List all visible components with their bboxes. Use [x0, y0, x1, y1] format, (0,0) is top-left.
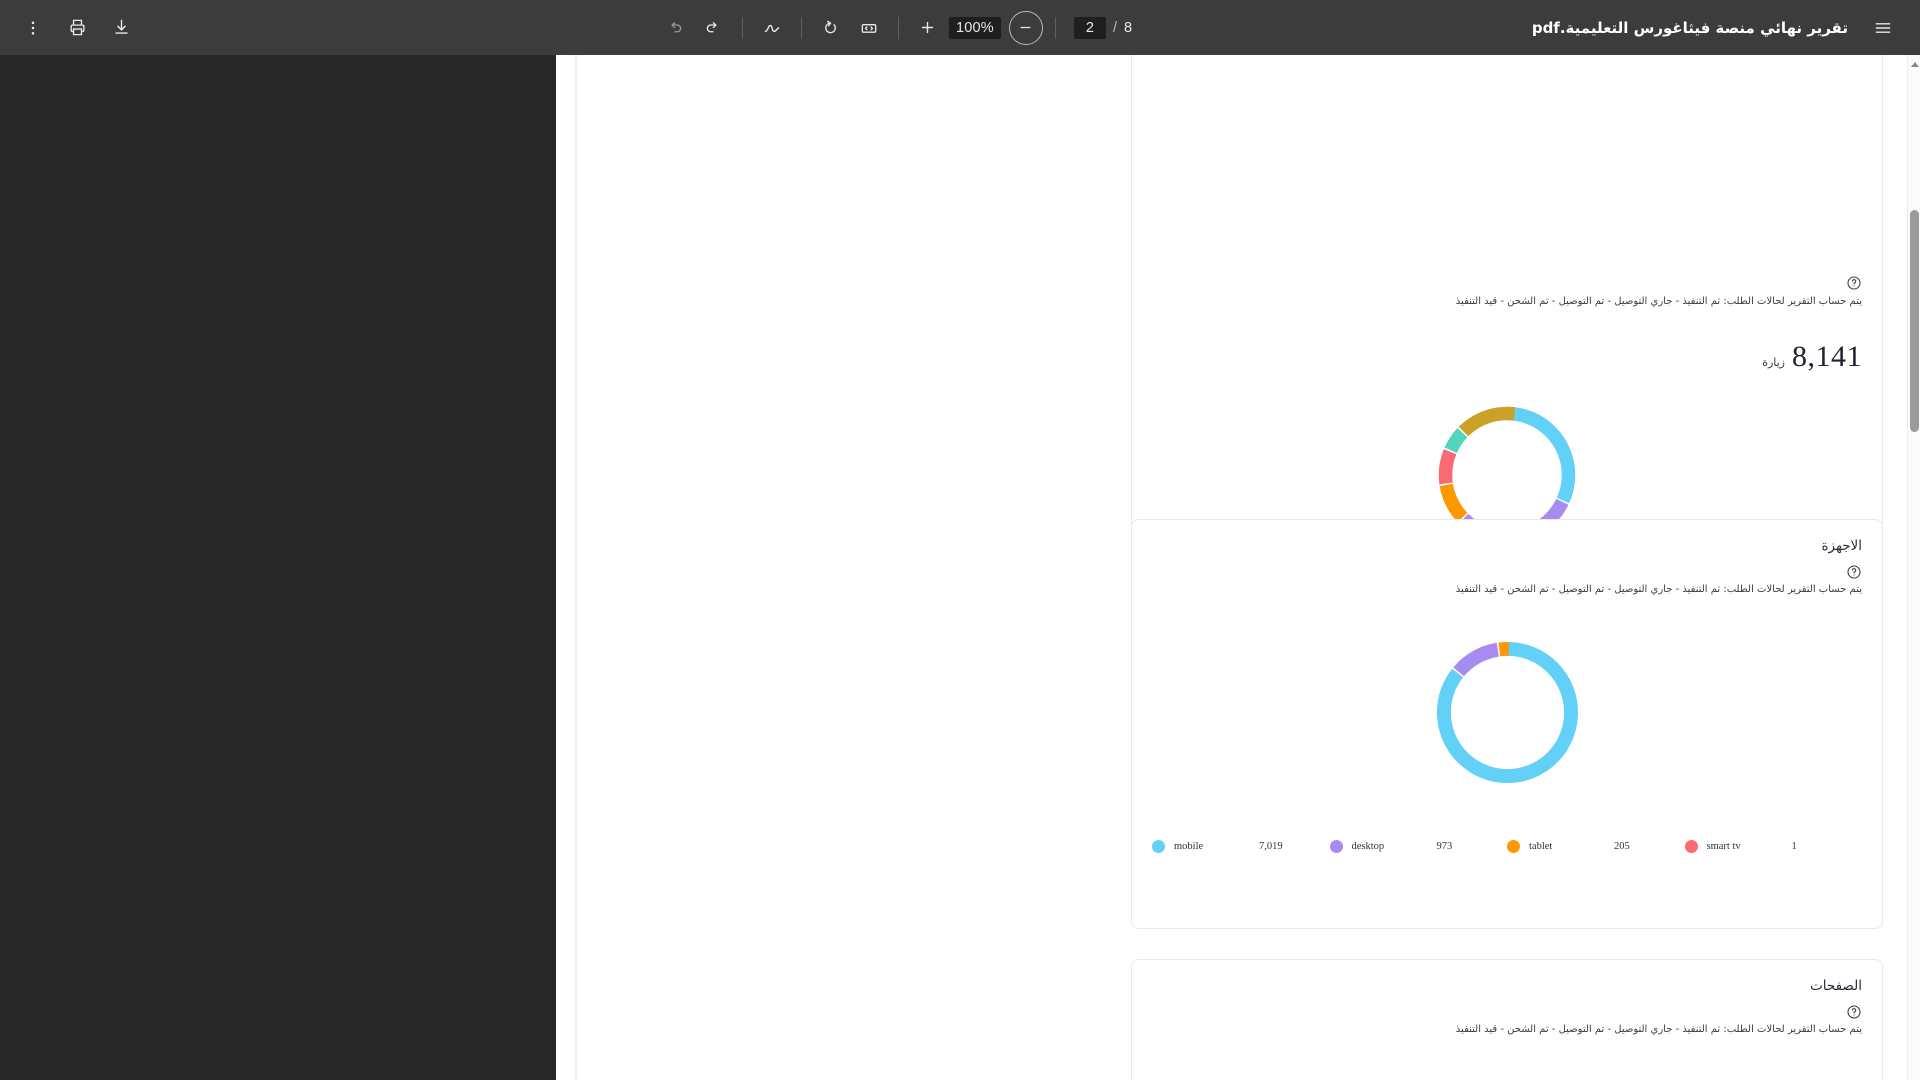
- question-circle-icon: [1847, 565, 1861, 579]
- fit-page-button[interactable]: [852, 11, 886, 45]
- help-icon[interactable]: [1846, 275, 1862, 291]
- rotate-counterclockwise-icon: [825, 20, 837, 34]
- scrollbar-thumb[interactable]: [1910, 210, 1919, 432]
- kebab-menu-button[interactable]: [16, 11, 50, 45]
- document-title: تقرير نهائي منصة فيثاغورس التعليمية.pdf: [1531, 18, 1848, 37]
- pdf-page-2: يتم حساب التقرير لحالات الطلب: تم التنفي…: [556, 55, 1907, 1080]
- ink-signature-button[interactable]: [755, 11, 789, 45]
- pdf-toolbar: 100% 2 / 8 تقرير نهائي منصة فيثاغورس الت…: [0, 0, 1920, 55]
- vertical-scrollbar[interactable]: [1907, 55, 1920, 1080]
- caret-up-icon: [1910, 61, 1919, 67]
- download-button[interactable]: [104, 11, 138, 45]
- report-card-devices: الاجهزة يتم حساب التقرير لحالات الطلب: ت…: [1131, 519, 1883, 929]
- print-button[interactable]: [60, 11, 94, 45]
- legend-label: smart tv: [1706, 841, 1741, 852]
- help-icon[interactable]: [1846, 564, 1862, 580]
- question-circle-icon: [1847, 1005, 1861, 1019]
- devices-donut-svg: [1436, 641, 1578, 784]
- legend-value: 1: [1791, 841, 1797, 852]
- card-description: يتم حساب التقرير لحالات الطلب: تم التنفي…: [1455, 584, 1862, 595]
- legend-color-swatch-icon: [1684, 840, 1698, 853]
- legend-value: 973: [1436, 841, 1453, 852]
- legend-item[interactable]: smart tv 1: [1684, 840, 1863, 853]
- page-number-input[interactable]: 2: [1073, 16, 1106, 39]
- undo-button[interactable]: [658, 11, 692, 45]
- report-card-pages: الصفحات يتم حساب التقرير لحالات الطلب: ت…: [1131, 959, 1883, 1080]
- redo-button[interactable]: [696, 11, 730, 45]
- hamburger-menu-icon: [1875, 22, 1891, 33]
- card-title: الاجهزة: [1821, 538, 1862, 554]
- legend-value: 7,019: [1259, 841, 1283, 852]
- legend-color-swatch-icon: [1507, 840, 1520, 853]
- ink-signature-icon: [764, 24, 780, 32]
- devices-donut-chart: [1132, 635, 1882, 790]
- zoom-level-input[interactable]: 100%: [948, 16, 1001, 39]
- legend-item[interactable]: desktop 973: [1329, 840, 1508, 853]
- minus-icon: [1020, 26, 1031, 29]
- toolbar-divider: [1054, 16, 1056, 39]
- legend-item[interactable]: tablet 205: [1507, 840, 1685, 853]
- legend-item[interactable]: mobile 7,019: [1152, 840, 1330, 853]
- plus-icon: [922, 21, 934, 34]
- rotate-button[interactable]: [814, 11, 848, 45]
- legend-label: tablet: [1529, 841, 1553, 852]
- total-visits-stat: 8,141 زيارة: [1762, 340, 1862, 374]
- legend-color-swatch-icon: [1329, 840, 1343, 853]
- report-card-cities: يتم حساب التقرير لحالات الطلب: تم التنفي…: [1131, 55, 1883, 630]
- question-circle-icon: [1847, 276, 1861, 290]
- card-title: الصفحات: [1810, 978, 1862, 994]
- card-description: يتم حساب التقرير لحالات الطلب: تم التنفي…: [1455, 1024, 1862, 1035]
- download-icon: [114, 19, 128, 34]
- legend-label: mobile: [1174, 841, 1204, 852]
- zoom-in-button[interactable]: [911, 11, 945, 45]
- page-navigation: 2 / 8: [1073, 16, 1133, 39]
- hamburger-menu-button[interactable]: [1866, 11, 1900, 45]
- kebab-menu-icon: [31, 20, 35, 35]
- page-separator: /: [1112, 19, 1117, 36]
- legend-value: 205: [1614, 841, 1630, 852]
- print-icon: [69, 19, 85, 36]
- slice-tablet: [1436, 641, 1578, 784]
- zoom-out-button[interactable]: [1008, 10, 1043, 45]
- slice-other-cities: [1438, 406, 1576, 544]
- help-icon[interactable]: [1846, 1004, 1862, 1020]
- slice-madinah: [1438, 406, 1576, 544]
- legend-label: desktop: [1351, 841, 1385, 852]
- undo-icon: [671, 21, 682, 32]
- toolbar-center-group: 100% 2 / 8: [300, 10, 1490, 45]
- total-visits-unit: زيارة: [1762, 356, 1785, 369]
- redo-icon: [706, 21, 717, 32]
- toolbar-right-group: تقرير نهائي منصة فيثاغورس التعليمية.pdf: [1490, 11, 1920, 45]
- card-description: يتم حساب التقرير لحالات الطلب: تم التنفي…: [1455, 296, 1862, 307]
- total-visits-number: 8,141: [1792, 340, 1862, 373]
- toolbar-left-group: [0, 11, 300, 45]
- toolbar-divider: [741, 16, 743, 39]
- devices-legend: mobile 7,019 desktop 973 tablet 205 smar…: [1152, 840, 1862, 867]
- scroll-up-button[interactable]: [1908, 58, 1920, 70]
- fit-page-width-icon: [861, 23, 877, 33]
- toolbar-divider: [897, 16, 899, 39]
- legend-color-swatch-icon: [1152, 840, 1165, 853]
- pdf-viewer-area[interactable]: يتم حساب التقرير لحالات الطلب: تم التنفي…: [0, 55, 1920, 1080]
- page-total-count: 8: [1123, 19, 1133, 36]
- toolbar-divider: [800, 16, 802, 39]
- page-margin-divider: [575, 55, 577, 1080]
